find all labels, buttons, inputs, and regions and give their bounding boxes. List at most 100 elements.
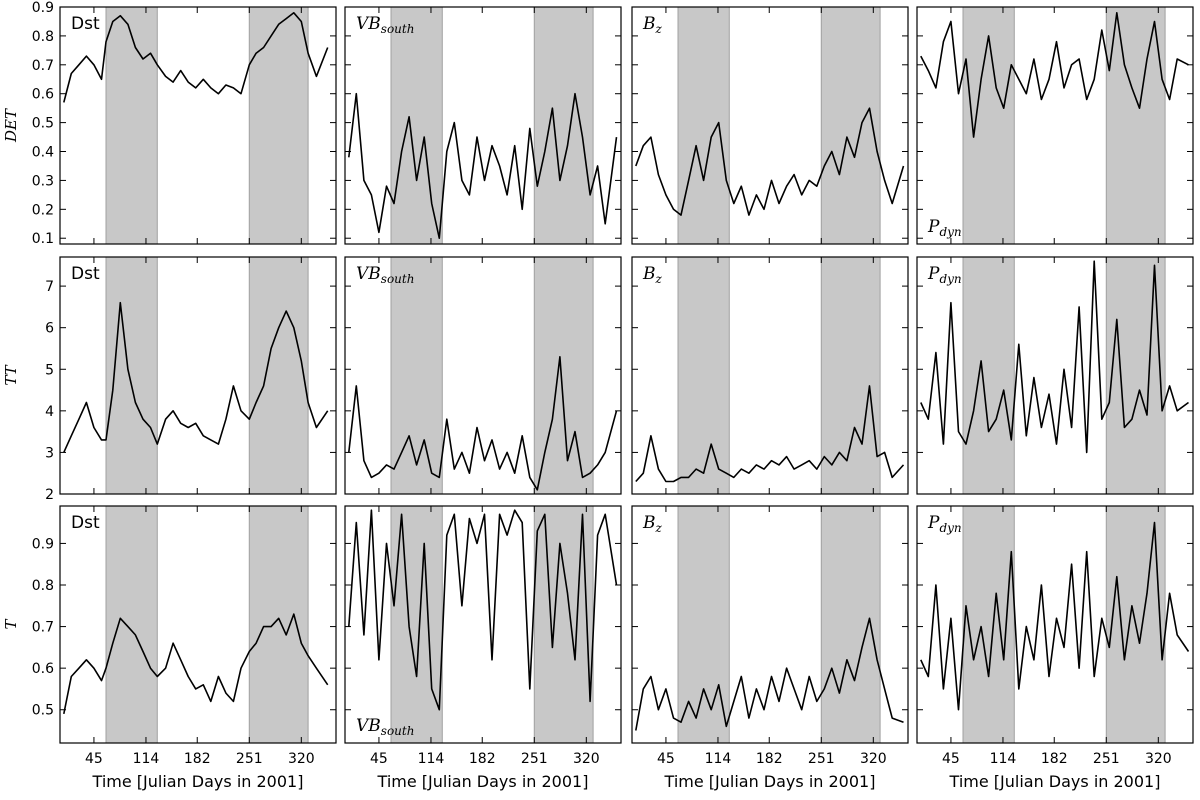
x-tick-label: 251 — [236, 751, 263, 767]
x-tick-label: 251 — [808, 751, 835, 767]
series-line — [63, 12, 329, 103]
y-tick-label: 0.5 — [32, 703, 54, 719]
x-tick-label: 114 — [418, 751, 445, 767]
x-tick-label: 114 — [705, 751, 732, 767]
x-tick-label: 320 — [288, 751, 315, 767]
panel-frame — [344, 505, 622, 744]
x-axis-label: Time [Julian Days in 2001] — [377, 772, 589, 791]
x-tick-label: 114 — [990, 751, 1017, 767]
y-tick-label: 0.9 — [32, 0, 54, 16]
panel-label-subscript: z — [655, 22, 663, 36]
y-tick-label: 0.1 — [32, 231, 54, 247]
panel-frame — [916, 505, 1194, 744]
panel-label-base: P — [927, 264, 940, 284]
panel-1-2: Bz — [631, 256, 909, 495]
series-line — [920, 12, 1189, 138]
panel-2-1: 45 114 182 251 320 VBsouth Time [Julian Days i… — [344, 505, 622, 791]
x-tick-label: 320 — [860, 751, 887, 767]
x-tick-label: 251 — [1093, 751, 1120, 767]
panel-frame — [59, 256, 337, 495]
panel-frame — [344, 6, 622, 245]
shaded-interval — [677, 256, 730, 495]
panel-0-1: VBsouth — [344, 6, 622, 245]
series-line — [635, 107, 905, 216]
y-axis-label: T — [2, 619, 20, 630]
series-line — [635, 617, 904, 731]
panel-label: Pdyn — [927, 217, 962, 239]
panel-label-base: B — [642, 14, 656, 34]
y-tick-label: 0.7 — [32, 58, 54, 74]
y-tick-label: 0.4 — [32, 145, 54, 161]
panel-label-subscript: south — [381, 724, 415, 738]
x-tick-label: 114 — [133, 751, 160, 767]
panel-label: Dst — [71, 264, 100, 284]
y-tick-label: 0.6 — [32, 87, 54, 103]
panel-label-subscript: south — [381, 22, 415, 36]
y-tick-label: 4 — [45, 404, 54, 420]
panel-2-0: 45 114 182 251 320 0.5 0.6 0.7 0.8 0.9 Dst Time [Ju… — [2, 505, 337, 791]
shaded-interval — [677, 505, 730, 744]
panel-label-subscript: south — [381, 272, 415, 286]
shaded-interval — [533, 6, 594, 245]
panel-label: VBsouth — [356, 264, 414, 286]
x-tick-label: 182 — [1041, 751, 1068, 767]
y-tick-label: 3 — [45, 445, 54, 461]
shaded-interval — [248, 6, 309, 245]
panel-label-subscript: dyn — [939, 272, 961, 286]
series-line — [63, 613, 329, 715]
panel-label-base: P — [927, 217, 940, 237]
x-tick-label: 320 — [573, 751, 600, 767]
y-tick-label: 0.5 — [32, 116, 54, 132]
y-tick-label: 0.9 — [32, 536, 54, 552]
panel-label-base: P — [927, 513, 940, 533]
x-tick-label: 320 — [1145, 751, 1172, 767]
y-tick-label: 2 — [45, 487, 54, 503]
panel-1-0: 2 3 4 5 6 7 Dst TT — [2, 256, 337, 503]
panel-label-subscript: z — [655, 272, 663, 286]
x-tick-label: 182 — [756, 751, 783, 767]
panel-label: Pdyn — [927, 513, 962, 535]
shaded-interval — [962, 6, 1015, 245]
panel-label-subscript: dyn — [939, 225, 961, 239]
x-axis-label: Time [Julian Days in 2001] — [664, 772, 876, 791]
panel-label-base: VB — [356, 14, 381, 34]
shaded-interval — [1105, 6, 1166, 245]
x-axis-label: Time [Julian Days in 2001] — [949, 772, 1161, 791]
shaded-interval — [105, 505, 158, 744]
panel-frame — [631, 256, 909, 495]
series-line — [348, 509, 618, 711]
panel-label: Pdyn — [927, 264, 962, 286]
y-tick-label: 6 — [45, 321, 54, 337]
panel-label-base: B — [642, 264, 656, 284]
shaded-interval — [248, 256, 309, 495]
y-tick-label: 0.3 — [32, 173, 54, 189]
panel-0-0: 0.1 0.2 0.3 0.4 0.5 0.6 0.7 0.8 0.9 Dst DET — [2, 0, 337, 247]
x-tick-label: 251 — [521, 751, 548, 767]
series-line — [348, 92, 618, 239]
x-axis-label: Time [Julian Days in 2001] — [92, 772, 304, 791]
panel-label: VBsouth — [356, 14, 414, 36]
y-axis-label: TT — [2, 364, 20, 385]
panel-label-base: B — [642, 513, 656, 533]
panel-label: Dst — [71, 14, 100, 34]
panel-2-3: 45 114 182 251 320 Pdyn Time [Julian Days in 2… — [916, 505, 1194, 791]
x-tick-label: 45 — [657, 751, 675, 767]
y-axis-label: DET — [2, 108, 20, 143]
y-tick-label: 0.8 — [32, 578, 54, 594]
panel-frame — [631, 6, 909, 245]
panel-frame — [631, 505, 909, 744]
shaded-interval — [390, 6, 443, 245]
panel-label-base: VB — [356, 264, 381, 284]
panel-label-subscript: dyn — [939, 521, 961, 535]
y-tick-label: 0.7 — [32, 620, 54, 636]
x-tick-label: 182 — [184, 751, 211, 767]
x-tick-label: 182 — [469, 751, 496, 767]
series-line — [348, 355, 618, 491]
y-tick-label: 0.8 — [32, 29, 54, 45]
shaded-interval — [105, 6, 158, 245]
panel-0-2: Bz — [631, 6, 909, 245]
panel-label: Bz — [642, 264, 663, 286]
panel-label: Bz — [642, 513, 663, 535]
x-tick-label: 45 — [370, 751, 388, 767]
